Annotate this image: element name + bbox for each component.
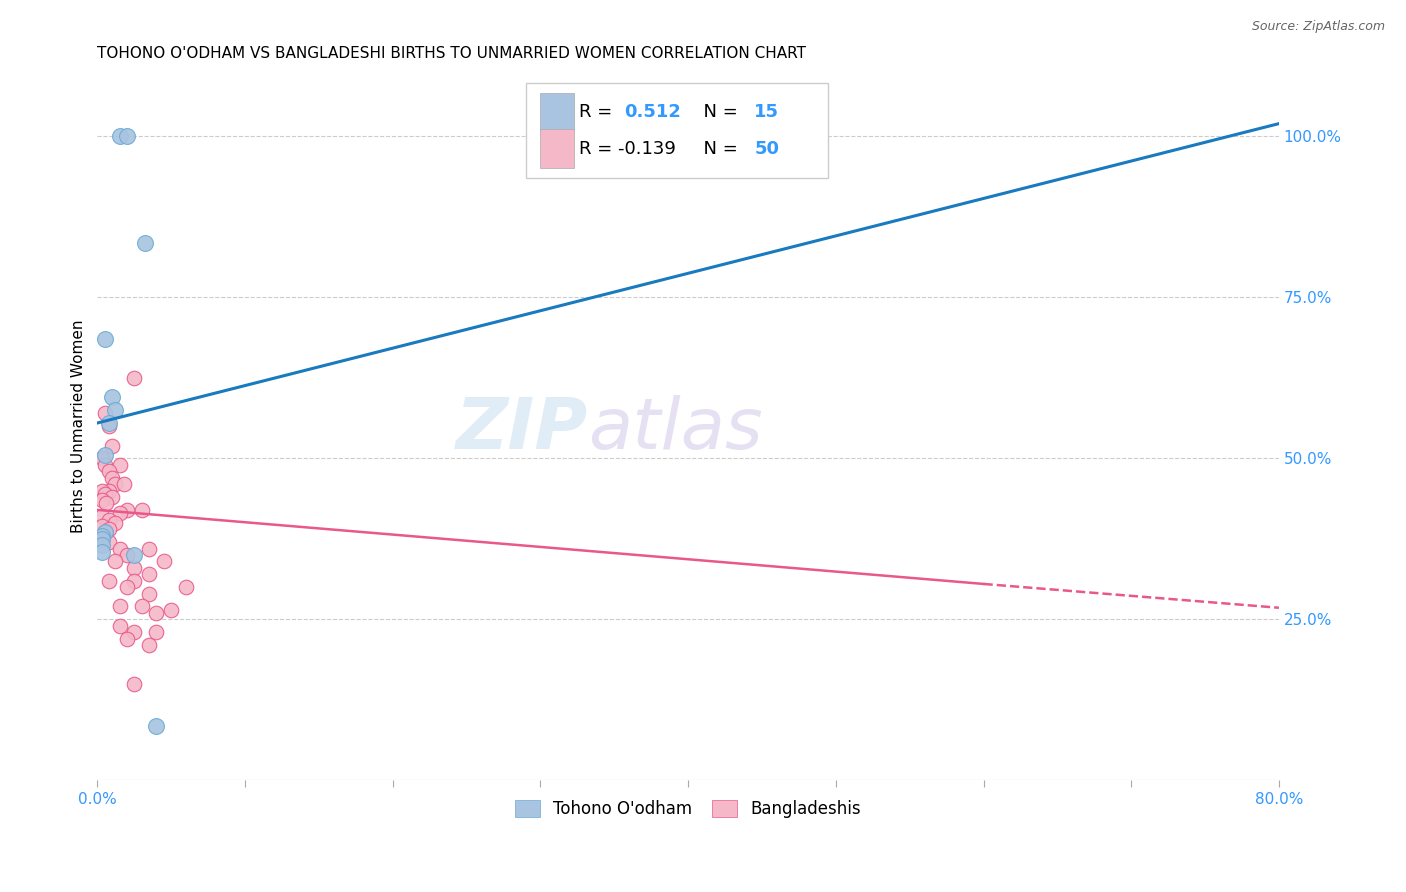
Text: R =: R = bbox=[579, 103, 619, 120]
Point bbox=[145, 625, 167, 640]
Point bbox=[93, 406, 115, 420]
Point bbox=[98, 483, 121, 498]
Point bbox=[98, 522, 121, 536]
Point bbox=[138, 638, 160, 652]
Point bbox=[101, 471, 124, 485]
Point bbox=[93, 525, 115, 540]
Point bbox=[90, 509, 112, 524]
Point bbox=[108, 619, 131, 633]
Text: TOHONO O'ODHAM VS BANGLADESHI BIRTHS TO UNMARRIED WOMEN CORRELATION CHART: TOHONO O'ODHAM VS BANGLADESHI BIRTHS TO … bbox=[97, 46, 807, 62]
Point bbox=[90, 519, 112, 533]
Point bbox=[153, 554, 176, 568]
Point bbox=[96, 496, 118, 510]
Point bbox=[174, 580, 197, 594]
Point bbox=[131, 503, 153, 517]
Text: Source: ZipAtlas.com: Source: ZipAtlas.com bbox=[1251, 20, 1385, 33]
Legend: Tohono O'odham, Bangladeshis: Tohono O'odham, Bangladeshis bbox=[508, 794, 868, 825]
Point bbox=[98, 416, 121, 430]
Point bbox=[124, 548, 146, 562]
Point bbox=[108, 599, 131, 614]
Point bbox=[124, 561, 146, 575]
Point bbox=[115, 129, 138, 144]
Point bbox=[101, 490, 124, 504]
Point bbox=[145, 718, 167, 732]
Point bbox=[112, 477, 135, 491]
FancyBboxPatch shape bbox=[540, 129, 574, 168]
Point bbox=[98, 419, 121, 434]
Point bbox=[138, 567, 160, 582]
Point bbox=[104, 516, 127, 530]
Point bbox=[138, 541, 160, 556]
Point bbox=[90, 538, 112, 552]
Point bbox=[104, 477, 127, 491]
Point bbox=[93, 458, 115, 472]
Point bbox=[93, 525, 115, 540]
Point bbox=[98, 512, 121, 526]
Point bbox=[124, 574, 146, 588]
Point bbox=[104, 554, 127, 568]
Y-axis label: Births to Unmarried Women: Births to Unmarried Women bbox=[72, 319, 86, 533]
Point bbox=[131, 599, 153, 614]
Text: N =: N = bbox=[692, 103, 744, 120]
Point bbox=[101, 390, 124, 404]
Point bbox=[138, 586, 160, 600]
Point bbox=[115, 503, 138, 517]
Point bbox=[145, 606, 167, 620]
Point bbox=[160, 603, 183, 617]
Text: 50: 50 bbox=[754, 139, 779, 158]
Point bbox=[90, 483, 112, 498]
Point bbox=[104, 403, 127, 417]
Point bbox=[124, 677, 146, 691]
Text: 0.512: 0.512 bbox=[624, 103, 682, 120]
Text: atlas: atlas bbox=[588, 395, 762, 464]
Point bbox=[90, 493, 112, 508]
Point bbox=[93, 332, 115, 346]
Text: R = -0.139: R = -0.139 bbox=[579, 139, 676, 158]
Point bbox=[98, 535, 121, 549]
Text: 15: 15 bbox=[754, 103, 779, 120]
Point bbox=[90, 545, 112, 559]
Point bbox=[115, 580, 138, 594]
Point bbox=[124, 625, 146, 640]
Point bbox=[98, 574, 121, 588]
Point bbox=[98, 464, 121, 478]
Point bbox=[115, 632, 138, 646]
Point bbox=[101, 438, 124, 452]
Point bbox=[108, 541, 131, 556]
Text: ZIP: ZIP bbox=[456, 395, 588, 464]
Point bbox=[115, 548, 138, 562]
Point bbox=[124, 371, 146, 385]
Point bbox=[134, 235, 156, 250]
FancyBboxPatch shape bbox=[526, 83, 828, 178]
Point bbox=[90, 529, 112, 543]
Point bbox=[108, 129, 131, 144]
Point bbox=[108, 458, 131, 472]
Point bbox=[93, 448, 115, 462]
Point bbox=[93, 487, 115, 501]
FancyBboxPatch shape bbox=[540, 93, 574, 131]
Point bbox=[90, 532, 112, 546]
Point bbox=[90, 532, 112, 546]
Point bbox=[108, 506, 131, 520]
Point bbox=[90, 451, 112, 466]
Text: N =: N = bbox=[692, 139, 744, 158]
